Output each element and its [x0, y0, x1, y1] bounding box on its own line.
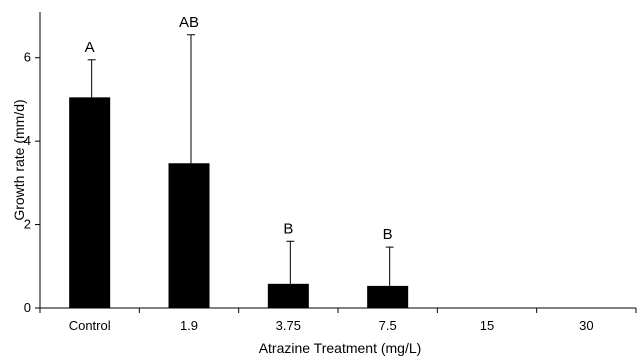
bar [69, 97, 111, 308]
bar [168, 163, 210, 308]
significance-label: B [283, 220, 293, 237]
x-axis-title: Atrazine Treatment (mg/L) [259, 340, 422, 356]
bar [267, 283, 309, 308]
error-bars [87, 34, 394, 286]
y-axis-ticks: 0 2 4 6 [24, 50, 40, 315]
significance-label: B [383, 226, 393, 243]
significance-label: AB [179, 14, 199, 31]
x-tick-label: 30 [579, 318, 593, 333]
x-tick-label: 1.9 [180, 318, 198, 333]
plot-area: 0 2 4 6 Control 1.9 3.75 7.5 15 30 A AB B B [24, 12, 637, 333]
x-tick-label: 15 [480, 318, 494, 333]
x-tick-label: 3.75 [276, 318, 301, 333]
significance-labels: A AB B B [85, 14, 393, 243]
bars [69, 97, 409, 308]
y-tick-label: 0 [24, 300, 31, 315]
y-axis-title: Growth rate (mm/d) [11, 99, 27, 220]
significance-label: A [85, 39, 95, 56]
y-tick-label: 6 [24, 50, 31, 65]
x-axis-ticks: Control 1.9 3.75 7.5 15 30 [39, 308, 637, 333]
x-tick-label: 7.5 [379, 318, 397, 333]
bar [367, 285, 409, 308]
y-tick-label: 4 [24, 133, 31, 148]
x-tick-label: Control [69, 318, 111, 333]
y-tick-label: 2 [24, 217, 31, 232]
